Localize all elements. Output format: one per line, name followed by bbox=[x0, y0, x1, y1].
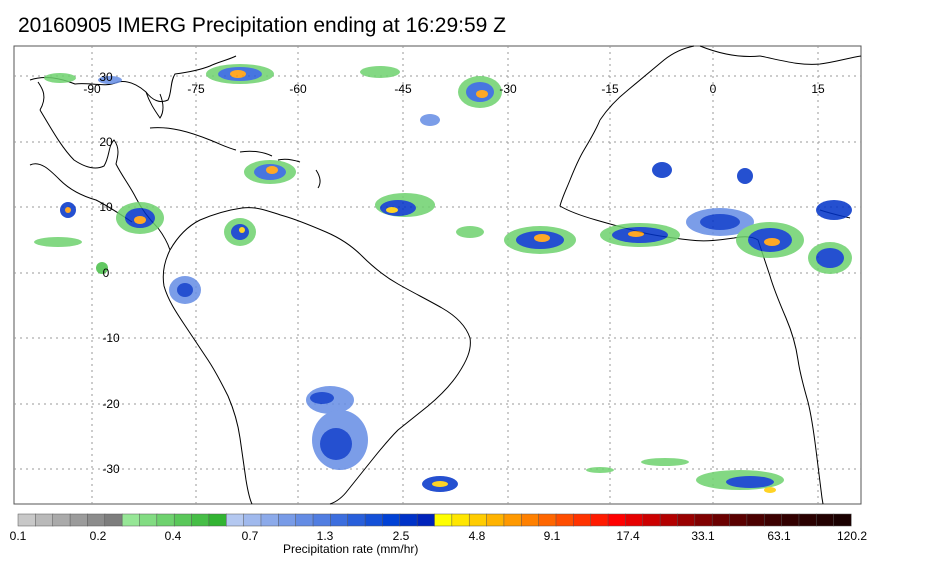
colorbar-swatch bbox=[364, 513, 383, 527]
colorbar-swatch bbox=[139, 513, 158, 527]
colorbar-swatch bbox=[729, 513, 748, 527]
colorbar-tick-label: 0.7 bbox=[241, 529, 259, 543]
colorbar-swatch bbox=[69, 513, 88, 527]
colorbar-tick-label: 17.4 bbox=[616, 529, 640, 543]
colorbar-swatch bbox=[503, 513, 522, 527]
colorbar-swatch bbox=[104, 513, 123, 527]
colorbar-swatch bbox=[468, 513, 488, 527]
colorbar-tick-label: 120.2 bbox=[836, 529, 868, 543]
colorbar-swatch bbox=[173, 513, 193, 527]
colorbar-swatch bbox=[52, 513, 71, 527]
colorbar-swatch bbox=[694, 513, 713, 527]
colorbar-swatch bbox=[659, 513, 678, 527]
colorbar-swatch bbox=[590, 513, 609, 527]
colorbar bbox=[17, 513, 852, 527]
lat-label: 20 bbox=[99, 135, 113, 149]
colorbar-swatch bbox=[278, 513, 297, 527]
colorbar-swatch bbox=[538, 513, 557, 527]
colorbar-swatch bbox=[260, 513, 279, 527]
lat-label: 0 bbox=[103, 266, 110, 280]
colorbar-tick-label: 9.1 bbox=[543, 529, 561, 543]
longitude-labels: -90 -75 -60 -45 -30 -15 0 15 bbox=[83, 82, 825, 96]
lat-label: -30 bbox=[102, 462, 120, 476]
colorbar-swatch bbox=[711, 513, 731, 527]
colorbar-swatch bbox=[625, 513, 644, 527]
colorbar-swatch bbox=[833, 513, 852, 527]
lon-label: -30 bbox=[499, 82, 517, 96]
lat-label: -10 bbox=[102, 331, 120, 345]
colorbar-title: Precipitation rate (mm/hr) bbox=[283, 542, 419, 556]
colorbar-swatch bbox=[35, 513, 54, 527]
colorbar-swatch bbox=[17, 513, 36, 527]
colorbar-swatch bbox=[781, 513, 800, 527]
lat-label: 10 bbox=[99, 200, 113, 214]
graticule bbox=[14, 46, 861, 504]
lat-label: 30 bbox=[99, 70, 113, 84]
colorbar-swatch bbox=[191, 513, 210, 527]
colorbar-swatch bbox=[243, 513, 262, 527]
colorbar-swatch bbox=[573, 513, 592, 527]
colorbar-swatch bbox=[208, 513, 227, 527]
colorbar-tick-label: 2.5 bbox=[392, 529, 410, 543]
colorbar-swatch bbox=[330, 513, 349, 527]
lon-label: 15 bbox=[811, 82, 825, 96]
colorbar-tick-label: 0.2 bbox=[89, 529, 107, 543]
colorbar-swatch bbox=[607, 513, 626, 527]
lon-label: -45 bbox=[394, 82, 412, 96]
colorbar-swatch bbox=[382, 513, 401, 527]
map-frame bbox=[13, 45, 862, 505]
colorbar-tick-label: 0.1 bbox=[9, 529, 27, 543]
colorbar-swatch bbox=[555, 513, 574, 527]
colorbar-swatch bbox=[156, 513, 175, 527]
colorbar-swatch bbox=[121, 513, 141, 527]
colorbar-tick-label: 1.3 bbox=[316, 529, 334, 543]
colorbar-tick-label: 0.4 bbox=[164, 529, 182, 543]
lat-label: -20 bbox=[102, 397, 120, 411]
lon-label: -75 bbox=[187, 82, 205, 96]
map-title: 20160905 IMERG Precipitation ending at 1… bbox=[18, 14, 506, 37]
colorbar-swatch bbox=[451, 513, 470, 527]
colorbar-swatch bbox=[434, 513, 453, 527]
colorbar-swatch bbox=[226, 513, 245, 527]
colorbar-swatch bbox=[816, 513, 835, 527]
colorbar-tick-label: 4.8 bbox=[468, 529, 486, 543]
colorbar-swatch bbox=[746, 513, 765, 527]
latitude-labels: 30 20 10 0 -10 -20 -30 bbox=[99, 70, 120, 476]
colorbar-swatch bbox=[312, 513, 331, 527]
colorbar-swatch bbox=[87, 513, 106, 527]
colorbar-tick-label: 33.1 bbox=[691, 529, 715, 543]
lon-label: -60 bbox=[289, 82, 307, 96]
colorbar-swatch bbox=[798, 513, 817, 527]
colorbar-swatch bbox=[486, 513, 505, 527]
colorbar-swatch bbox=[763, 513, 783, 527]
lon-label: -15 bbox=[601, 82, 619, 96]
colorbar-swatch bbox=[295, 513, 314, 527]
colorbar-swatch bbox=[399, 513, 418, 527]
colorbar-swatch bbox=[642, 513, 661, 527]
colorbar-swatch bbox=[347, 513, 366, 527]
lon-label: -90 bbox=[83, 82, 101, 96]
colorbar-swatch bbox=[677, 513, 696, 527]
precipitation-field bbox=[34, 64, 852, 493]
colorbar-swatch bbox=[521, 513, 540, 527]
coastlines bbox=[29, 45, 862, 505]
lon-label: 0 bbox=[710, 82, 717, 96]
colorbar-swatch bbox=[416, 513, 436, 527]
colorbar-tick-label: 63.1 bbox=[767, 529, 791, 543]
